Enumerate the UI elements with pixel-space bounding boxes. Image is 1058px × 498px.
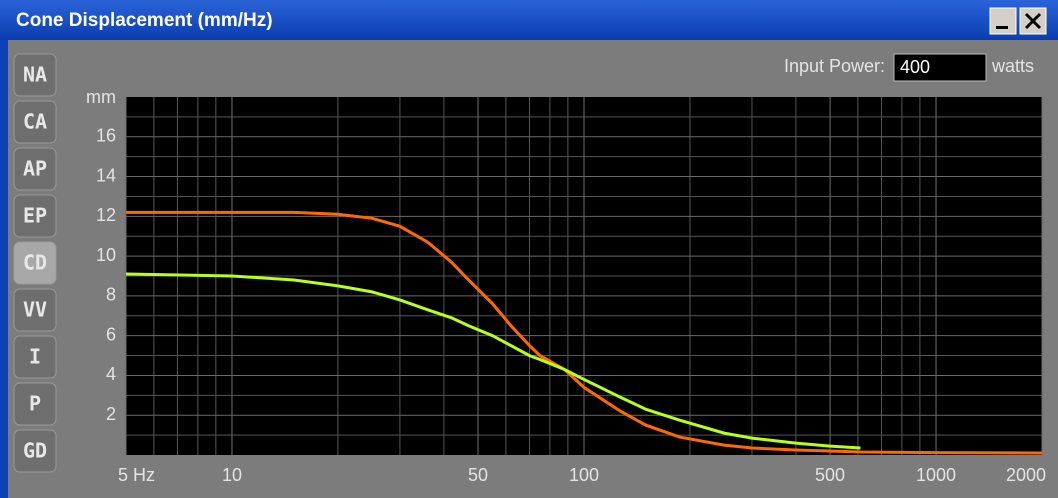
tab-background [13, 429, 57, 473]
close-button[interactable] [1019, 7, 1047, 35]
x-tick-label: 10 [222, 465, 242, 485]
tab-label[interactable]: CD [23, 251, 47, 275]
x-tick-label: 100 [569, 465, 599, 485]
tab-label[interactable]: NA [23, 63, 47, 87]
input-power-value[interactable]: 400 [900, 57, 930, 77]
y-tick-label: 6 [106, 324, 116, 344]
tab[interactable]: CA [13, 100, 57, 144]
line-series [125, 272, 861, 450]
tab[interactable]: VV [13, 288, 57, 332]
tab[interactable]: EP [13, 194, 57, 238]
minimize-button[interactable] [989, 7, 1017, 35]
y-tick-label: 16 [96, 126, 116, 146]
tab-background [13, 241, 57, 285]
tab-background [13, 382, 57, 426]
input-power-field[interactable] [893, 53, 987, 82]
tab-background [13, 194, 57, 238]
tab-background [13, 100, 57, 144]
input-power-label: Input Power: [784, 56, 885, 76]
tab[interactable]: GD [13, 429, 57, 473]
tab-label[interactable]: GD [23, 439, 47, 463]
tab[interactable]: I [13, 335, 57, 379]
y-tick-label: 2 [106, 404, 116, 424]
x-tick-label: 50 [468, 465, 488, 485]
y-tick-label: 10 [96, 245, 116, 265]
tab-label[interactable]: VV [23, 298, 47, 322]
tab-label[interactable]: P [29, 392, 41, 416]
y-tick-label: 8 [106, 285, 116, 305]
tab[interactable]: CD [13, 241, 57, 285]
tab[interactable]: AP [13, 147, 57, 191]
tab[interactable]: NA [13, 53, 57, 97]
tab[interactable]: P [13, 382, 57, 426]
tab-label[interactable]: EP [23, 204, 47, 228]
x-tick-label: 1000 [916, 465, 956, 485]
y-axis-label: mm [86, 87, 116, 107]
y-tick-label: 4 [106, 364, 116, 384]
tab-background [13, 53, 57, 97]
tab-background [13, 335, 57, 379]
tab-label[interactable]: I [29, 345, 41, 369]
title-bar [0, 0, 1058, 40]
x-tick-label: 5 Hz [118, 465, 155, 485]
x-tick-label: 500 [815, 465, 845, 485]
input-power-unit: watts [991, 56, 1034, 76]
tab-label[interactable]: CA [23, 110, 47, 134]
window-title: Cone Displacement (mm/Hz) [16, 10, 273, 31]
tab-background [13, 288, 57, 332]
line-series [126, 210, 1043, 455]
tab-background [13, 147, 57, 191]
x-tick-label: 2000 [1006, 465, 1046, 485]
tab-label[interactable]: AP [23, 157, 47, 181]
y-tick-label: 14 [96, 165, 116, 185]
y-tick-label: 12 [96, 205, 116, 225]
